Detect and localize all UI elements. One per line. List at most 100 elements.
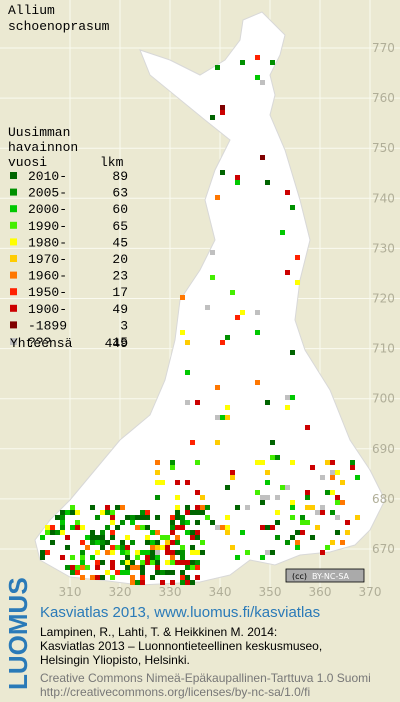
occurrence-square	[175, 550, 180, 555]
occurrence-square	[90, 505, 95, 510]
occurrence-square	[140, 510, 145, 515]
legend-count: 15	[112, 335, 128, 350]
occurrence-square	[255, 75, 260, 80]
citation: Kasviatlas 2013 – Luonnontieteellinen ke…	[40, 639, 322, 653]
legend-label: 1970-	[28, 252, 67, 267]
legend-count: 23	[112, 269, 128, 284]
legend-swatch	[10, 172, 17, 179]
occurrence-square	[185, 520, 190, 525]
y-tick-label: 680	[372, 492, 395, 506]
occurrence-square	[180, 545, 185, 550]
occurrence-square	[155, 515, 160, 520]
occurrence-square	[120, 540, 125, 545]
occurrence-square	[205, 505, 210, 510]
occurrence-square	[155, 480, 160, 485]
occurrence-square	[195, 400, 200, 405]
occurrence-square	[95, 550, 100, 555]
occurrence-square	[235, 175, 240, 180]
occurrence-square	[325, 545, 330, 550]
occurrence-square	[295, 545, 300, 550]
occurrence-square	[155, 555, 160, 560]
occurrence-square	[110, 545, 115, 550]
occurrence-square	[120, 550, 125, 555]
occurrence-square	[215, 65, 220, 70]
occurrence-square	[95, 540, 100, 545]
occurrence-square	[125, 570, 130, 575]
occurrence-square	[330, 510, 335, 515]
y-tick-label: 700	[372, 392, 395, 406]
occurrence-square	[165, 560, 170, 565]
occurrence-square	[265, 480, 270, 485]
occurrence-square	[180, 330, 185, 335]
occurrence-square	[50, 540, 55, 545]
occurrence-square	[225, 335, 230, 340]
occurrence-square	[200, 540, 205, 545]
occurrence-square	[75, 565, 80, 570]
occurrence-square	[275, 495, 280, 500]
occurrence-square	[135, 525, 140, 530]
occurrence-square	[335, 470, 340, 475]
legend-count: 63	[112, 186, 128, 201]
occurrence-square	[170, 580, 175, 585]
occurrence-square	[340, 540, 345, 545]
occurrence-square	[135, 550, 140, 555]
occurrence-square	[225, 525, 230, 530]
license: http://creativecommons.org/licenses/by-n…	[40, 685, 310, 699]
occurrence-square	[90, 540, 95, 545]
occurrence-square	[195, 505, 200, 510]
occurrence-square	[120, 545, 125, 550]
occurrence-square	[220, 170, 225, 175]
occurrence-square	[310, 535, 315, 540]
occurrence-square	[170, 460, 175, 465]
occurrence-square	[105, 525, 110, 530]
legend-count: 17	[112, 285, 128, 300]
occurrence-square	[185, 510, 190, 515]
occurrence-square	[330, 460, 335, 465]
license: Creative Commons Nimeä-Epäkaupallinen-Ta…	[40, 671, 371, 685]
occurrence-square	[90, 530, 95, 535]
occurrence-square	[140, 570, 145, 575]
occurrence-square	[55, 530, 60, 535]
occurrence-square	[195, 560, 200, 565]
legend-heading: vuosi	[8, 155, 47, 170]
occurrence-square	[145, 525, 150, 530]
occurrence-square	[255, 55, 260, 60]
occurrence-square	[320, 510, 325, 515]
occurrence-square	[170, 540, 175, 545]
occurrence-square	[180, 295, 185, 300]
occurrence-square	[285, 190, 290, 195]
occurrence-square	[80, 555, 85, 560]
occurrence-square	[190, 535, 195, 540]
occurrence-square	[270, 525, 275, 530]
occurrence-square	[340, 500, 345, 505]
occurrence-square	[110, 510, 115, 515]
occurrence-square	[235, 315, 240, 320]
occurrence-square	[330, 490, 335, 495]
occurrence-square	[205, 305, 210, 310]
occurrence-square	[160, 480, 165, 485]
occurrence-square	[75, 570, 80, 575]
occurrence-square	[305, 490, 310, 495]
occurrence-square	[155, 495, 160, 500]
occurrence-square	[265, 180, 270, 185]
occurrence-square	[290, 460, 295, 465]
occurrence-square	[130, 580, 135, 585]
y-tick-label: 670	[372, 542, 395, 556]
occurrence-square	[155, 570, 160, 575]
occurrence-square	[100, 545, 105, 550]
occurrence-square	[335, 515, 340, 520]
y-tick-label: 750	[372, 141, 395, 155]
occurrence-square	[305, 505, 310, 510]
occurrence-square	[345, 520, 350, 525]
occurrence-square	[80, 525, 85, 530]
occurrence-square	[130, 560, 135, 565]
y-tick-label: 690	[372, 442, 395, 456]
footer-title: Kasviatlas 2013, www.luomus.fi/kasviatla…	[40, 604, 320, 621]
occurrence-square	[150, 550, 155, 555]
occurrence-square	[310, 465, 315, 470]
occurrence-square	[100, 535, 105, 540]
occurrence-square	[45, 530, 50, 535]
occurrence-square	[60, 510, 65, 515]
occurrence-square	[55, 515, 60, 520]
